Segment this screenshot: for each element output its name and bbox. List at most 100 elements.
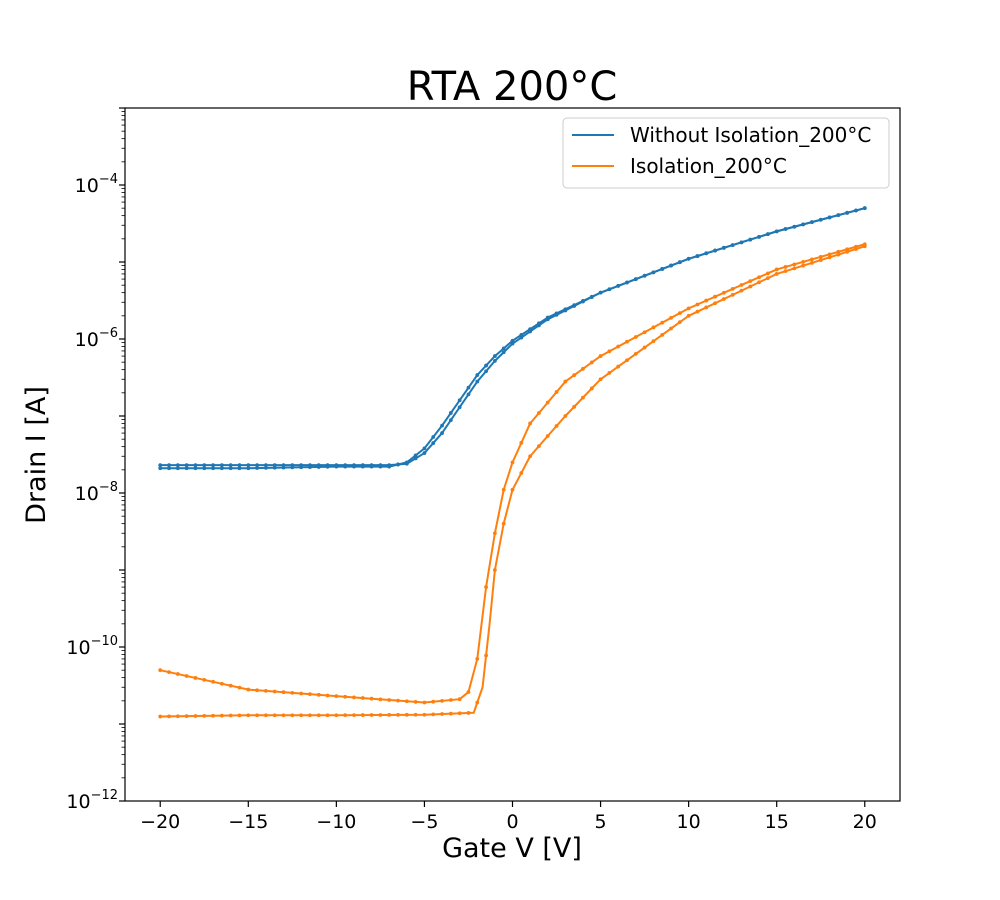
- data-point: [616, 283, 621, 288]
- data-point: [563, 379, 568, 384]
- data-point: [572, 303, 577, 307]
- data-point: [484, 363, 488, 368]
- data-point: [810, 260, 814, 265]
- data-point: [316, 692, 321, 697]
- data-point: [721, 297, 726, 301]
- data-point: [581, 299, 585, 303]
- data-point: [422, 451, 427, 455]
- data-point: [713, 301, 717, 306]
- x-tick-label: −10: [316, 811, 356, 833]
- data-point: [572, 373, 577, 378]
- data-point: [651, 325, 656, 330]
- y-tick-label: 10−10: [66, 634, 118, 659]
- data-point: [343, 464, 348, 469]
- data-point: [774, 229, 779, 234]
- data-point: [360, 464, 365, 469]
- data-point: [308, 713, 312, 718]
- data-point: [264, 713, 268, 718]
- y-tick-label: 10−8: [75, 480, 118, 505]
- data-point: [211, 713, 215, 718]
- data-point: [598, 290, 603, 295]
- data-point: [352, 713, 356, 718]
- data-point: [211, 679, 215, 684]
- data-point: [748, 237, 753, 242]
- data-point: [466, 385, 471, 390]
- data-point: [202, 713, 207, 718]
- data-point: [325, 713, 330, 718]
- data-point: [537, 444, 541, 449]
- data-point: [466, 690, 471, 694]
- data-point: [677, 311, 682, 316]
- data-point: [862, 206, 867, 211]
- data-point: [792, 266, 797, 271]
- data-point: [325, 464, 330, 469]
- data-point: [211, 466, 215, 471]
- data-point: [290, 713, 295, 718]
- data-point: [193, 676, 198, 680]
- data-point: [193, 714, 198, 718]
- data-point: [281, 465, 286, 470]
- data-point: [748, 284, 753, 289]
- data-point: [255, 466, 259, 470]
- data-point: [545, 434, 550, 438]
- data-point: [193, 463, 198, 468]
- data-point: [246, 687, 251, 692]
- data-point: [633, 351, 638, 356]
- data-point: [440, 431, 444, 435]
- data-point: [387, 464, 392, 469]
- data-point: [783, 265, 788, 269]
- data-point: [537, 321, 541, 326]
- data-point: [316, 713, 321, 718]
- x-axis-ticks: −20 −15 −10 −5 0 5 10 15 20: [140, 801, 877, 833]
- data-point: [184, 674, 189, 678]
- data-point: [528, 421, 533, 426]
- data-point: [510, 487, 515, 492]
- data-point: [818, 258, 823, 263]
- data-point: [369, 696, 374, 701]
- data-point: [264, 688, 268, 693]
- data-point: [651, 270, 656, 275]
- data-point: [175, 672, 180, 676]
- data-point: [175, 714, 180, 719]
- data-point: [237, 466, 242, 471]
- data-point: [360, 696, 365, 700]
- legend-box: [562, 117, 890, 189]
- data-point: [175, 463, 180, 468]
- data-point: [801, 263, 806, 268]
- data-point: [184, 463, 189, 468]
- data-point: [713, 248, 717, 253]
- data-point: [854, 244, 858, 249]
- data-point: [739, 240, 744, 245]
- data-point: [660, 332, 665, 337]
- data-point: [475, 373, 480, 377]
- plot-area: [124, 107, 901, 802]
- data-point: [167, 463, 171, 468]
- data-point: [413, 700, 418, 704]
- data-point: [501, 350, 506, 355]
- data-point: [519, 333, 524, 337]
- data-point: [801, 260, 806, 264]
- data-point: [818, 254, 823, 259]
- data-point: [484, 585, 488, 589]
- data-point: [325, 693, 330, 698]
- x-tick-label: 20: [853, 811, 877, 833]
- data-point: [281, 713, 286, 718]
- data-point: [448, 411, 453, 415]
- data-point: [448, 711, 453, 716]
- data-point: [810, 257, 814, 262]
- data-point: [281, 690, 286, 695]
- data-point: [713, 294, 717, 299]
- data-point: [739, 283, 744, 287]
- data-point: [264, 463, 268, 468]
- data-point: [466, 711, 471, 715]
- data-point: [783, 269, 788, 274]
- data-point: [695, 309, 700, 314]
- data-point: [352, 464, 356, 469]
- data-point: [739, 288, 744, 293]
- data-point: [246, 466, 251, 471]
- data-point: [862, 242, 867, 247]
- data-point: [607, 287, 612, 292]
- data-point: [237, 685, 242, 690]
- data-point: [396, 712, 400, 717]
